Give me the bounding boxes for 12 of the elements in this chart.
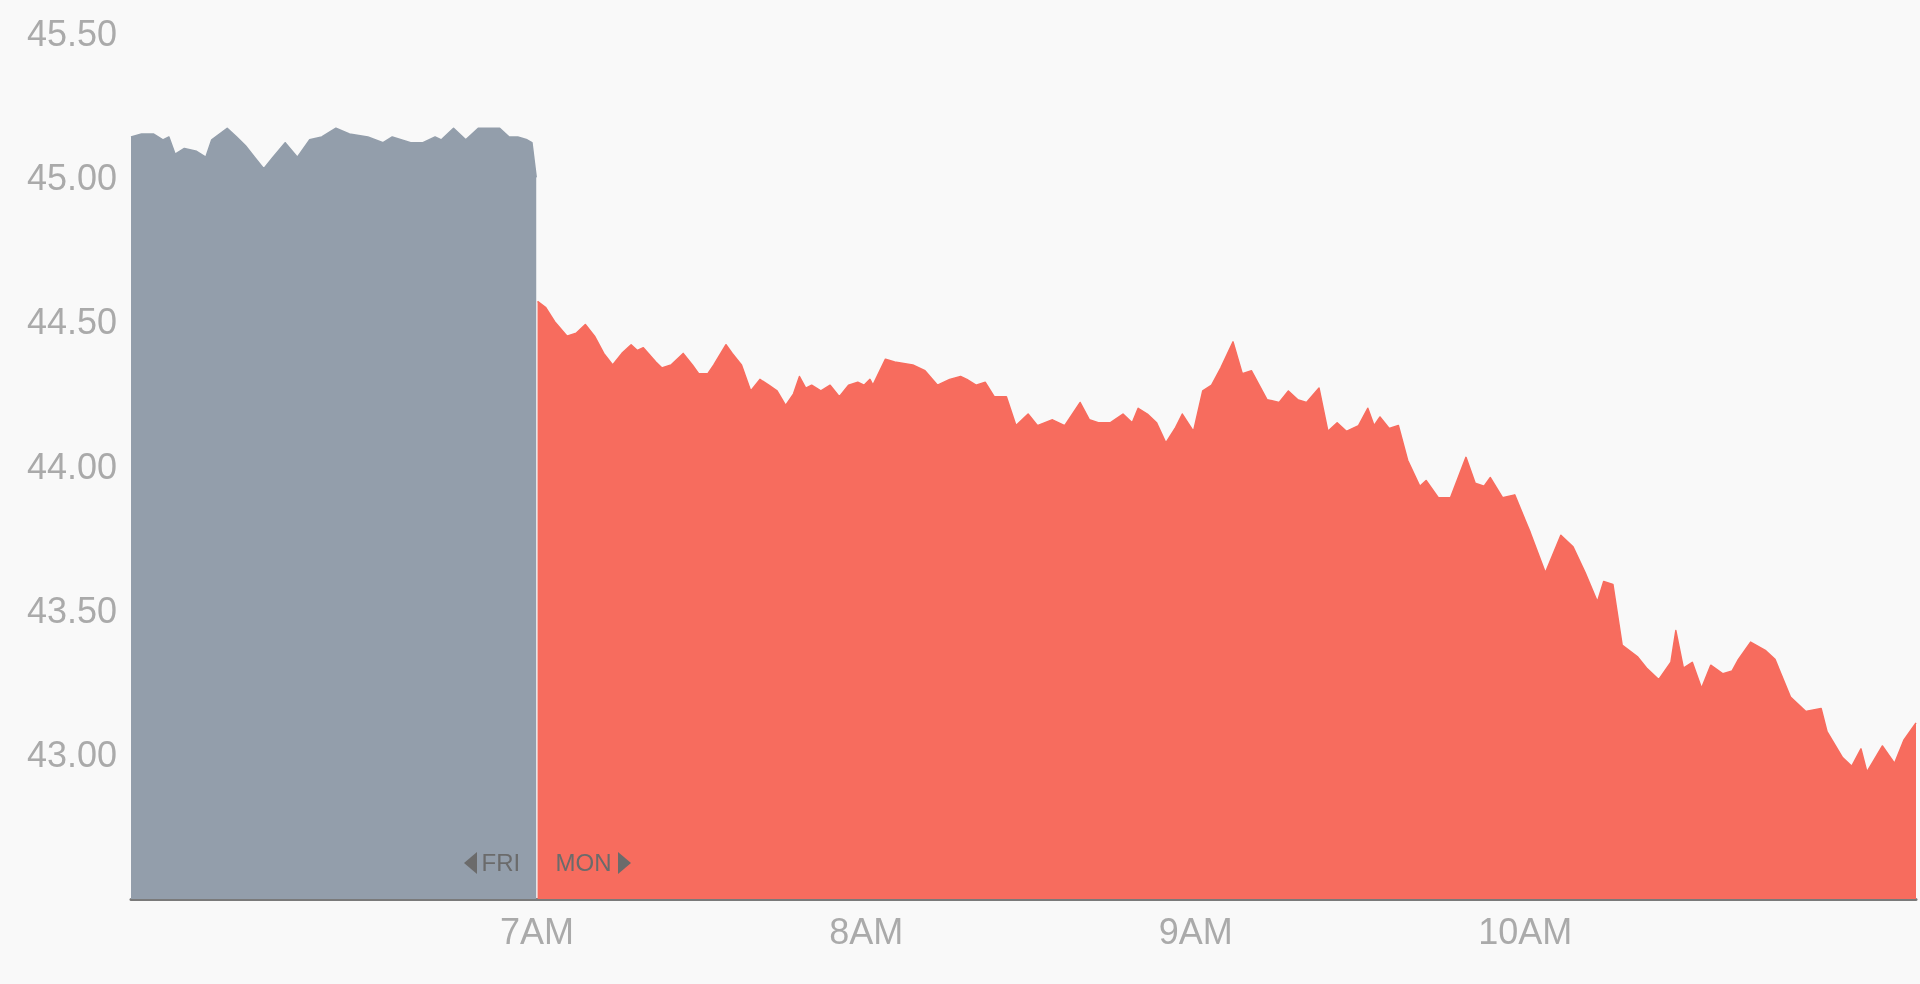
y-tick-label: 43.50 [26,589,117,631]
x-tick-label: 7AM [499,910,574,952]
y-tick-label: 44.00 [26,445,117,487]
x-tick-label: 8AM [829,910,904,952]
y-tick-label: 43.00 [26,734,117,776]
x-tick-label: 9AM [1158,910,1233,952]
series-label: FRI [481,849,521,876]
series-label: MON [555,849,612,876]
y-tick-label: 45.00 [26,156,117,198]
x-tick-label: 10AM [1478,910,1573,952]
y-tick-label: 44.50 [26,301,117,343]
y-tick-label: 45.50 [26,12,117,54]
